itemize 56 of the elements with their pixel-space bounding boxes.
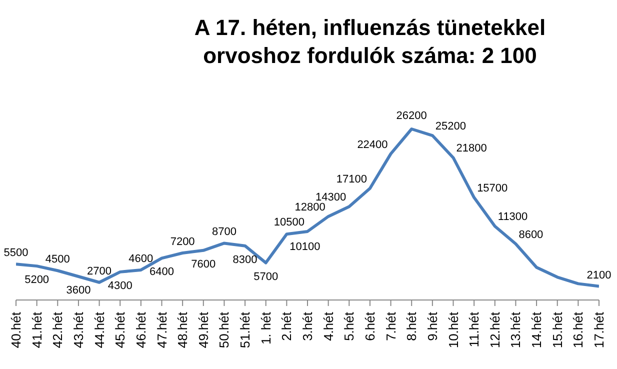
data-label: 5500 [4, 247, 28, 260]
x-tick-label: 1. hét [258, 312, 274, 345]
x-tick-label: 44.hét [92, 312, 107, 348]
data-label: 10500 [274, 216, 304, 228]
data-label: 14300 [316, 192, 346, 204]
x-tick-label: 41.hét [29, 312, 44, 348]
x-tick-label: 50.hét [216, 312, 232, 348]
x-tick-label: 17.hét [592, 312, 606, 348]
data-label: 4600 [128, 252, 154, 265]
x-tick-label: 14.hét [529, 312, 544, 348]
chart-title: A 17. héten, influenzás tünetekkel orvoshoz fordulók száma: 2 100 [193, 14, 547, 70]
x-tick-label: 8.hét [404, 312, 420, 341]
x-tick-label: 4.hét [320, 312, 336, 341]
data-label: 10100 [290, 241, 320, 254]
data-label: 12800 [294, 201, 326, 214]
data-label: 4300 [108, 280, 132, 292]
data-label: 8600 [518, 228, 544, 241]
x-tick-label: 12.hét [487, 312, 502, 348]
data-label: 5700 [254, 270, 278, 283]
data-label: 4500 [45, 254, 70, 266]
x-tick-label: 9.hét [424, 312, 440, 341]
x-tick-label: 11.hét [466, 312, 482, 348]
x-tick-label: 42.hét [50, 312, 66, 348]
data-label: 21800 [456, 142, 487, 155]
data-label: 8700 [212, 226, 236, 238]
x-tick-label: 10.hét [446, 312, 461, 348]
x-tick-label: 46.hét [133, 312, 148, 348]
data-label: 11300 [498, 211, 528, 224]
x-tick-label: 48.hét [175, 312, 190, 348]
x-tick-label: 49.hét [196, 312, 211, 348]
data-label: 7200 [170, 236, 195, 248]
data-label: 5200 [24, 274, 50, 286]
data-label: 26200 [396, 110, 427, 122]
x-tick-label: 15.hét [550, 312, 565, 348]
x-tick-label: 47.hét [154, 312, 170, 348]
data-label: 6400 [150, 266, 174, 278]
x-tick-label: 3.hét [300, 312, 315, 341]
x-tick-label: 45.hét [112, 312, 128, 348]
data-label: 17100 [336, 173, 367, 186]
data-label: 2700 [87, 265, 112, 278]
data-label: 15700 [477, 182, 508, 195]
x-tick-label: 13.hét [508, 312, 524, 348]
data-label: 7600 [191, 258, 216, 270]
x-tick-label: 5.hét [342, 312, 357, 341]
data-label: 3600 [66, 284, 91, 297]
x-tick-label: 16.hét [570, 312, 586, 348]
x-tick-label: 40.hét [8, 312, 24, 348]
data-label: 2100 [586, 269, 612, 282]
x-tick-label: 43.hét [70, 312, 86, 348]
data-label: 25200 [435, 120, 466, 133]
data-label: 22400 [357, 138, 388, 151]
x-tick-label: 2.hét [279, 312, 294, 341]
data-label: 8300 [232, 254, 258, 266]
x-tick-label: 7.hét [383, 312, 398, 341]
x-tick-label: 51.hét [238, 312, 253, 348]
x-tick-label: 6.hét [362, 312, 378, 341]
